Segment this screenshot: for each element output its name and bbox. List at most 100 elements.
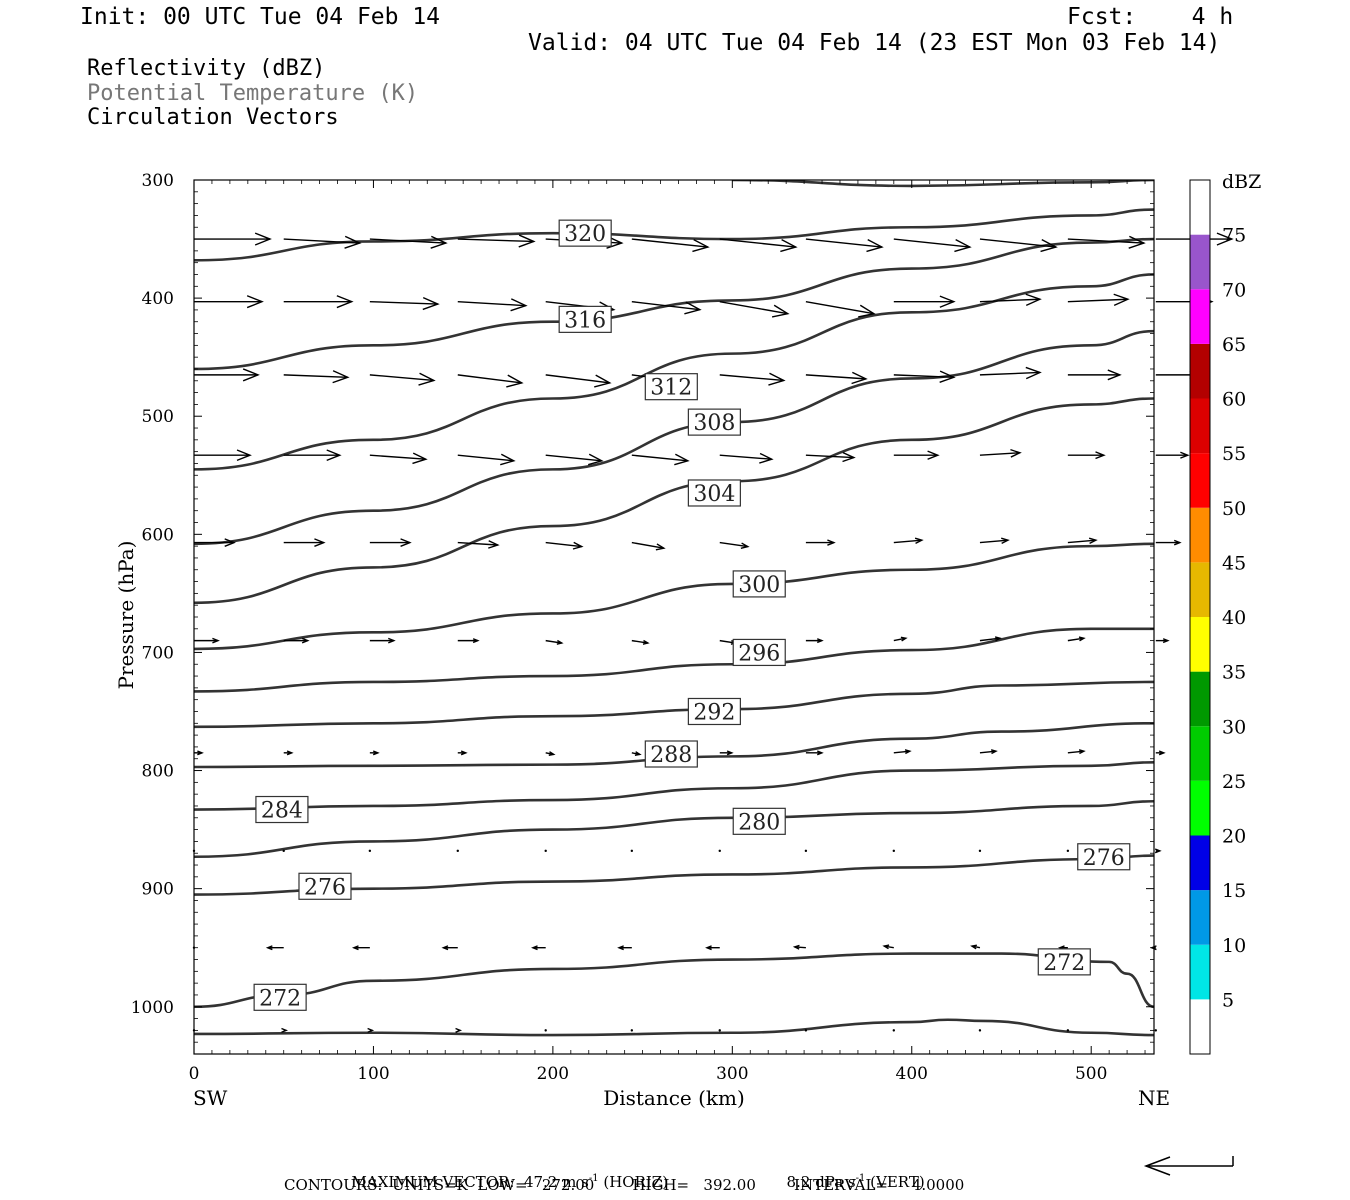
contour-label-box (558, 219, 612, 247)
vector-head (771, 304, 790, 318)
x-tick-label: 200 (537, 1064, 569, 1084)
field-circulation-vectors: Circulation Vectors (87, 105, 339, 130)
contour-label-box (687, 697, 741, 726)
vector-shaft (979, 371, 1040, 376)
vector-head (939, 370, 956, 383)
vector-dot (456, 849, 459, 853)
vector-head (1088, 537, 1098, 544)
contour-label-box (255, 795, 309, 824)
x-tick-label: 500 (1075, 1064, 1107, 1084)
vert-tag: (VERT) (870, 1173, 925, 1191)
colorbar-level-label: 45 (1222, 552, 1246, 574)
vector-dot (630, 849, 634, 853)
vector-head (531, 945, 538, 951)
contour-272 (194, 952, 1154, 1009)
y-tick-label: 700 (142, 643, 174, 663)
vector-head (236, 449, 252, 462)
vector-head (740, 542, 750, 549)
vector-shaft (719, 300, 788, 315)
vector-shaft (979, 452, 1020, 456)
plot-frame (193, 179, 1155, 1055)
vector-shaft (893, 374, 954, 378)
vector-head (927, 450, 940, 460)
vector-head (506, 374, 524, 388)
vector-head (1095, 451, 1106, 460)
vector-shaft (719, 374, 784, 382)
vector-shaft (893, 637, 906, 642)
contour-label: 312 (650, 376, 692, 401)
colorbar-level-label: 20 (1222, 826, 1246, 848)
colorbar-swatch (1190, 289, 1210, 344)
vector-shaft (545, 374, 610, 384)
vector-head (954, 238, 972, 253)
vector-head (572, 541, 584, 550)
vert-unit: dPa s (815, 1173, 856, 1191)
colorbar-swatch (1190, 726, 1210, 781)
vector-shaft (979, 750, 997, 754)
contour-label-box (732, 807, 786, 835)
vector-shaft (893, 238, 970, 248)
vector-head (1162, 638, 1170, 644)
vector-head (418, 372, 436, 386)
vector-head (904, 749, 912, 755)
vector-head (455, 1027, 463, 1033)
vector-shaft (1067, 238, 1144, 244)
vector-head (351, 945, 359, 951)
colorbar-level-label: 70 (1222, 279, 1246, 301)
vector-shaft (631, 238, 708, 248)
contour-label: 272 (259, 986, 301, 1011)
contour-label-box (644, 373, 698, 401)
vector-shaft (893, 750, 910, 754)
vector-head (246, 295, 264, 309)
contour-label: 308 (693, 411, 735, 436)
vector-dot (630, 1029, 634, 1032)
vector-head (726, 750, 734, 756)
vector-shaft (1067, 750, 1084, 754)
vector-head (548, 751, 556, 757)
contour-label-box (1037, 948, 1091, 976)
contour-label: 296 (738, 641, 780, 666)
vector-shaft (719, 238, 796, 248)
contours-info: CONTOURS: UNITS=K LOW= 272.00 HIGH= 392.… (284, 1176, 965, 1194)
vector-dot (544, 849, 547, 853)
vector-head (412, 452, 428, 465)
colorbar-swatch (1190, 180, 1210, 235)
vector-shaft (979, 637, 1001, 642)
vector-head (556, 639, 564, 645)
vector-dot (368, 849, 372, 853)
vector-head (994, 636, 1002, 642)
vector-shaft (805, 374, 866, 380)
vector-head (842, 451, 856, 463)
y-tick-label: 300 (142, 171, 174, 191)
vector-head (816, 638, 824, 644)
colorbar-level-label: 15 (1222, 880, 1246, 902)
vector-shaft (369, 238, 446, 244)
contours-layer (194, 180, 1154, 1037)
vector-head (768, 372, 786, 386)
vector-dot (282, 849, 285, 853)
vector-head (1107, 369, 1122, 381)
vector-head (1025, 293, 1042, 307)
maximum-vector-line: MAXIMUM VECTOR: 47.2 m s-1 (HORIZ) (342, 1159, 669, 1191)
horiz-value: 47.2 (523, 1173, 558, 1191)
vector-shaft (457, 374, 522, 384)
vector-head (634, 751, 642, 757)
colorbar-level-label: 25 (1222, 771, 1246, 793)
colorbar-swatch (1190, 398, 1210, 454)
vector-shaft (369, 374, 434, 382)
vector-head (367, 1027, 375, 1033)
vector-head (460, 750, 468, 756)
vector-head (212, 637, 220, 644)
vector-head (594, 374, 612, 388)
vector-head (882, 944, 890, 950)
vertical-vector-line: 8.2 dPa s-1 (VERT) (777, 1159, 925, 1190)
contour-316 (194, 237, 1154, 371)
init-time: Init: 00 UTC Tue 04 Feb 14 (80, 4, 441, 30)
colorbar-swatch (1190, 453, 1210, 508)
colorbar-level-label: 50 (1222, 498, 1246, 520)
contour-label-box (687, 408, 741, 436)
x-end-label-left: SW (193, 1086, 228, 1110)
contour-label: 320 (564, 222, 606, 247)
colorbar-swatch (1190, 343, 1210, 399)
vector-head (332, 370, 350, 384)
